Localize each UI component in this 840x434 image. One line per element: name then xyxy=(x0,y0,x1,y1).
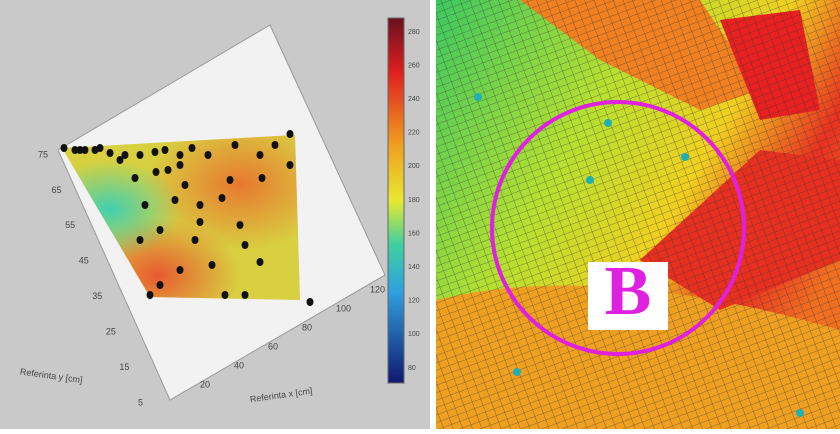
x-tick-label: 40 xyxy=(234,360,244,370)
sample-point xyxy=(132,174,139,182)
sample-point xyxy=(153,168,160,176)
sample-point xyxy=(272,141,279,149)
colorbar xyxy=(388,18,404,383)
sample-point xyxy=(232,141,239,149)
sample-point xyxy=(97,144,104,152)
y-tick-label: 25 xyxy=(106,327,116,337)
sample-point xyxy=(137,151,144,159)
sample-point xyxy=(147,291,154,299)
y-tick-label: 15 xyxy=(119,362,129,372)
page: Referinta y [cm] Referinta x [cm] B 2802… xyxy=(0,0,840,429)
colorbar-label: 260 xyxy=(408,62,420,69)
sample-point xyxy=(152,148,159,156)
y-tick-label: 75 xyxy=(38,149,48,159)
colorbar-label: 280 xyxy=(408,29,420,36)
figure: Referinta y [cm] Referinta x [cm] B 2802… xyxy=(0,0,840,429)
sample-point xyxy=(242,291,249,299)
sample-point xyxy=(222,291,229,299)
sample-point xyxy=(209,261,216,269)
y-tick-label: 5 xyxy=(138,397,143,407)
y-tick-label: 45 xyxy=(79,256,89,266)
y-tick-label: 65 xyxy=(52,185,62,195)
sample-point xyxy=(219,194,226,202)
colorbar-label: 220 xyxy=(408,130,420,137)
colorbar-label: 80 xyxy=(408,365,416,372)
sample-point xyxy=(137,236,144,244)
colorbar-label: 160 xyxy=(408,230,420,237)
colorbar-label: 240 xyxy=(408,96,420,103)
sample-point xyxy=(61,144,68,152)
sample-point xyxy=(157,281,164,289)
sample-point xyxy=(162,146,169,154)
sample-point xyxy=(205,151,212,159)
sample-point xyxy=(307,298,314,306)
x-tick-label: 20 xyxy=(200,379,210,389)
sample-point xyxy=(287,161,294,169)
sample-point xyxy=(257,258,264,266)
sample-point xyxy=(242,241,249,249)
panel-label: B xyxy=(605,253,652,330)
sample-point xyxy=(227,176,234,184)
sample-point xyxy=(142,201,149,209)
sample-point xyxy=(257,151,264,159)
colorbar-label: 200 xyxy=(408,163,420,170)
surface-photo xyxy=(436,0,840,429)
sample-point xyxy=(177,151,184,159)
sample-point xyxy=(192,236,199,244)
colorbar-label: 180 xyxy=(408,197,420,204)
colorbar-label: 100 xyxy=(408,331,420,338)
x-tick-label: 100 xyxy=(336,303,351,313)
sample-point xyxy=(197,218,204,226)
sample-point xyxy=(197,201,204,209)
x-tick-label: 80 xyxy=(302,322,312,332)
sample-point xyxy=(177,161,184,169)
sample-point xyxy=(165,166,172,174)
x-tick-label: 120 xyxy=(370,284,385,294)
y-tick-label: 35 xyxy=(92,291,102,301)
sample-point xyxy=(172,196,179,204)
sample-point xyxy=(237,221,244,229)
sample-point xyxy=(117,156,124,164)
colorbar-label: 140 xyxy=(408,264,420,271)
x-tick-label: 60 xyxy=(268,341,278,351)
colorbar-label: 120 xyxy=(408,298,420,305)
sample-point xyxy=(82,146,89,154)
sample-point xyxy=(107,149,114,157)
sample-point xyxy=(182,181,189,189)
y-tick-label: 55 xyxy=(65,220,75,230)
sample-point xyxy=(157,226,164,234)
sample-point xyxy=(287,130,294,138)
sample-point xyxy=(177,266,184,274)
sample-point xyxy=(259,174,266,182)
sample-point xyxy=(189,144,196,152)
